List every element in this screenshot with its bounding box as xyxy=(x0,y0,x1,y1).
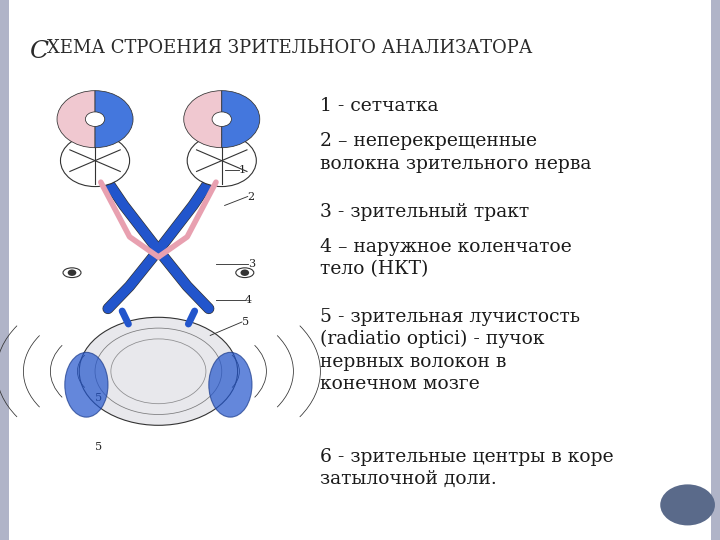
Ellipse shape xyxy=(65,352,108,417)
Ellipse shape xyxy=(79,318,238,426)
Circle shape xyxy=(86,112,104,126)
Circle shape xyxy=(212,112,231,126)
Circle shape xyxy=(60,135,130,187)
Text: 5: 5 xyxy=(95,393,102,403)
Text: 2: 2 xyxy=(248,192,255,201)
Text: 3 - зрительный тракт: 3 - зрительный тракт xyxy=(320,202,530,220)
Text: 3: 3 xyxy=(248,259,255,269)
Wedge shape xyxy=(57,91,95,148)
Circle shape xyxy=(240,269,249,276)
Ellipse shape xyxy=(209,352,252,417)
Wedge shape xyxy=(184,91,222,148)
Text: 5 - зрительная лучистость
(radiatio optici) - пучок
нервных волокон в
конечном м: 5 - зрительная лучистость (radiatio opti… xyxy=(320,308,580,393)
Text: 4: 4 xyxy=(245,295,252,305)
Circle shape xyxy=(660,484,715,525)
Ellipse shape xyxy=(236,268,254,278)
Text: 5: 5 xyxy=(242,317,249,327)
Text: 4 – наружное коленчатое
тело (НКТ): 4 – наружное коленчатое тело (НКТ) xyxy=(320,238,572,278)
Text: 6 - зрительные центры в коре
затылочной доли.: 6 - зрительные центры в коре затылочной … xyxy=(320,448,614,488)
Text: С: С xyxy=(29,40,48,64)
Wedge shape xyxy=(222,91,260,148)
Text: 2 – неперекрещенные
волокна зрительного нерва: 2 – неперекрещенные волокна зрительного … xyxy=(320,132,592,172)
Circle shape xyxy=(187,135,256,187)
Bar xyxy=(0,0,9,540)
Text: ХЕМА СТРОЕНИЯ ЗРИТЕЛЬНОГО АНАЛИЗАТОРА: ХЕМА СТРОЕНИЯ ЗРИТЕЛЬНОГО АНАЛИЗАТОРА xyxy=(47,39,532,57)
Wedge shape xyxy=(95,91,133,148)
Ellipse shape xyxy=(63,268,81,278)
Text: 1: 1 xyxy=(239,165,246,174)
Bar xyxy=(711,0,720,540)
Circle shape xyxy=(68,269,76,276)
Text: 1 - сетчатка: 1 - сетчатка xyxy=(320,97,439,115)
Text: 5: 5 xyxy=(95,442,102,453)
